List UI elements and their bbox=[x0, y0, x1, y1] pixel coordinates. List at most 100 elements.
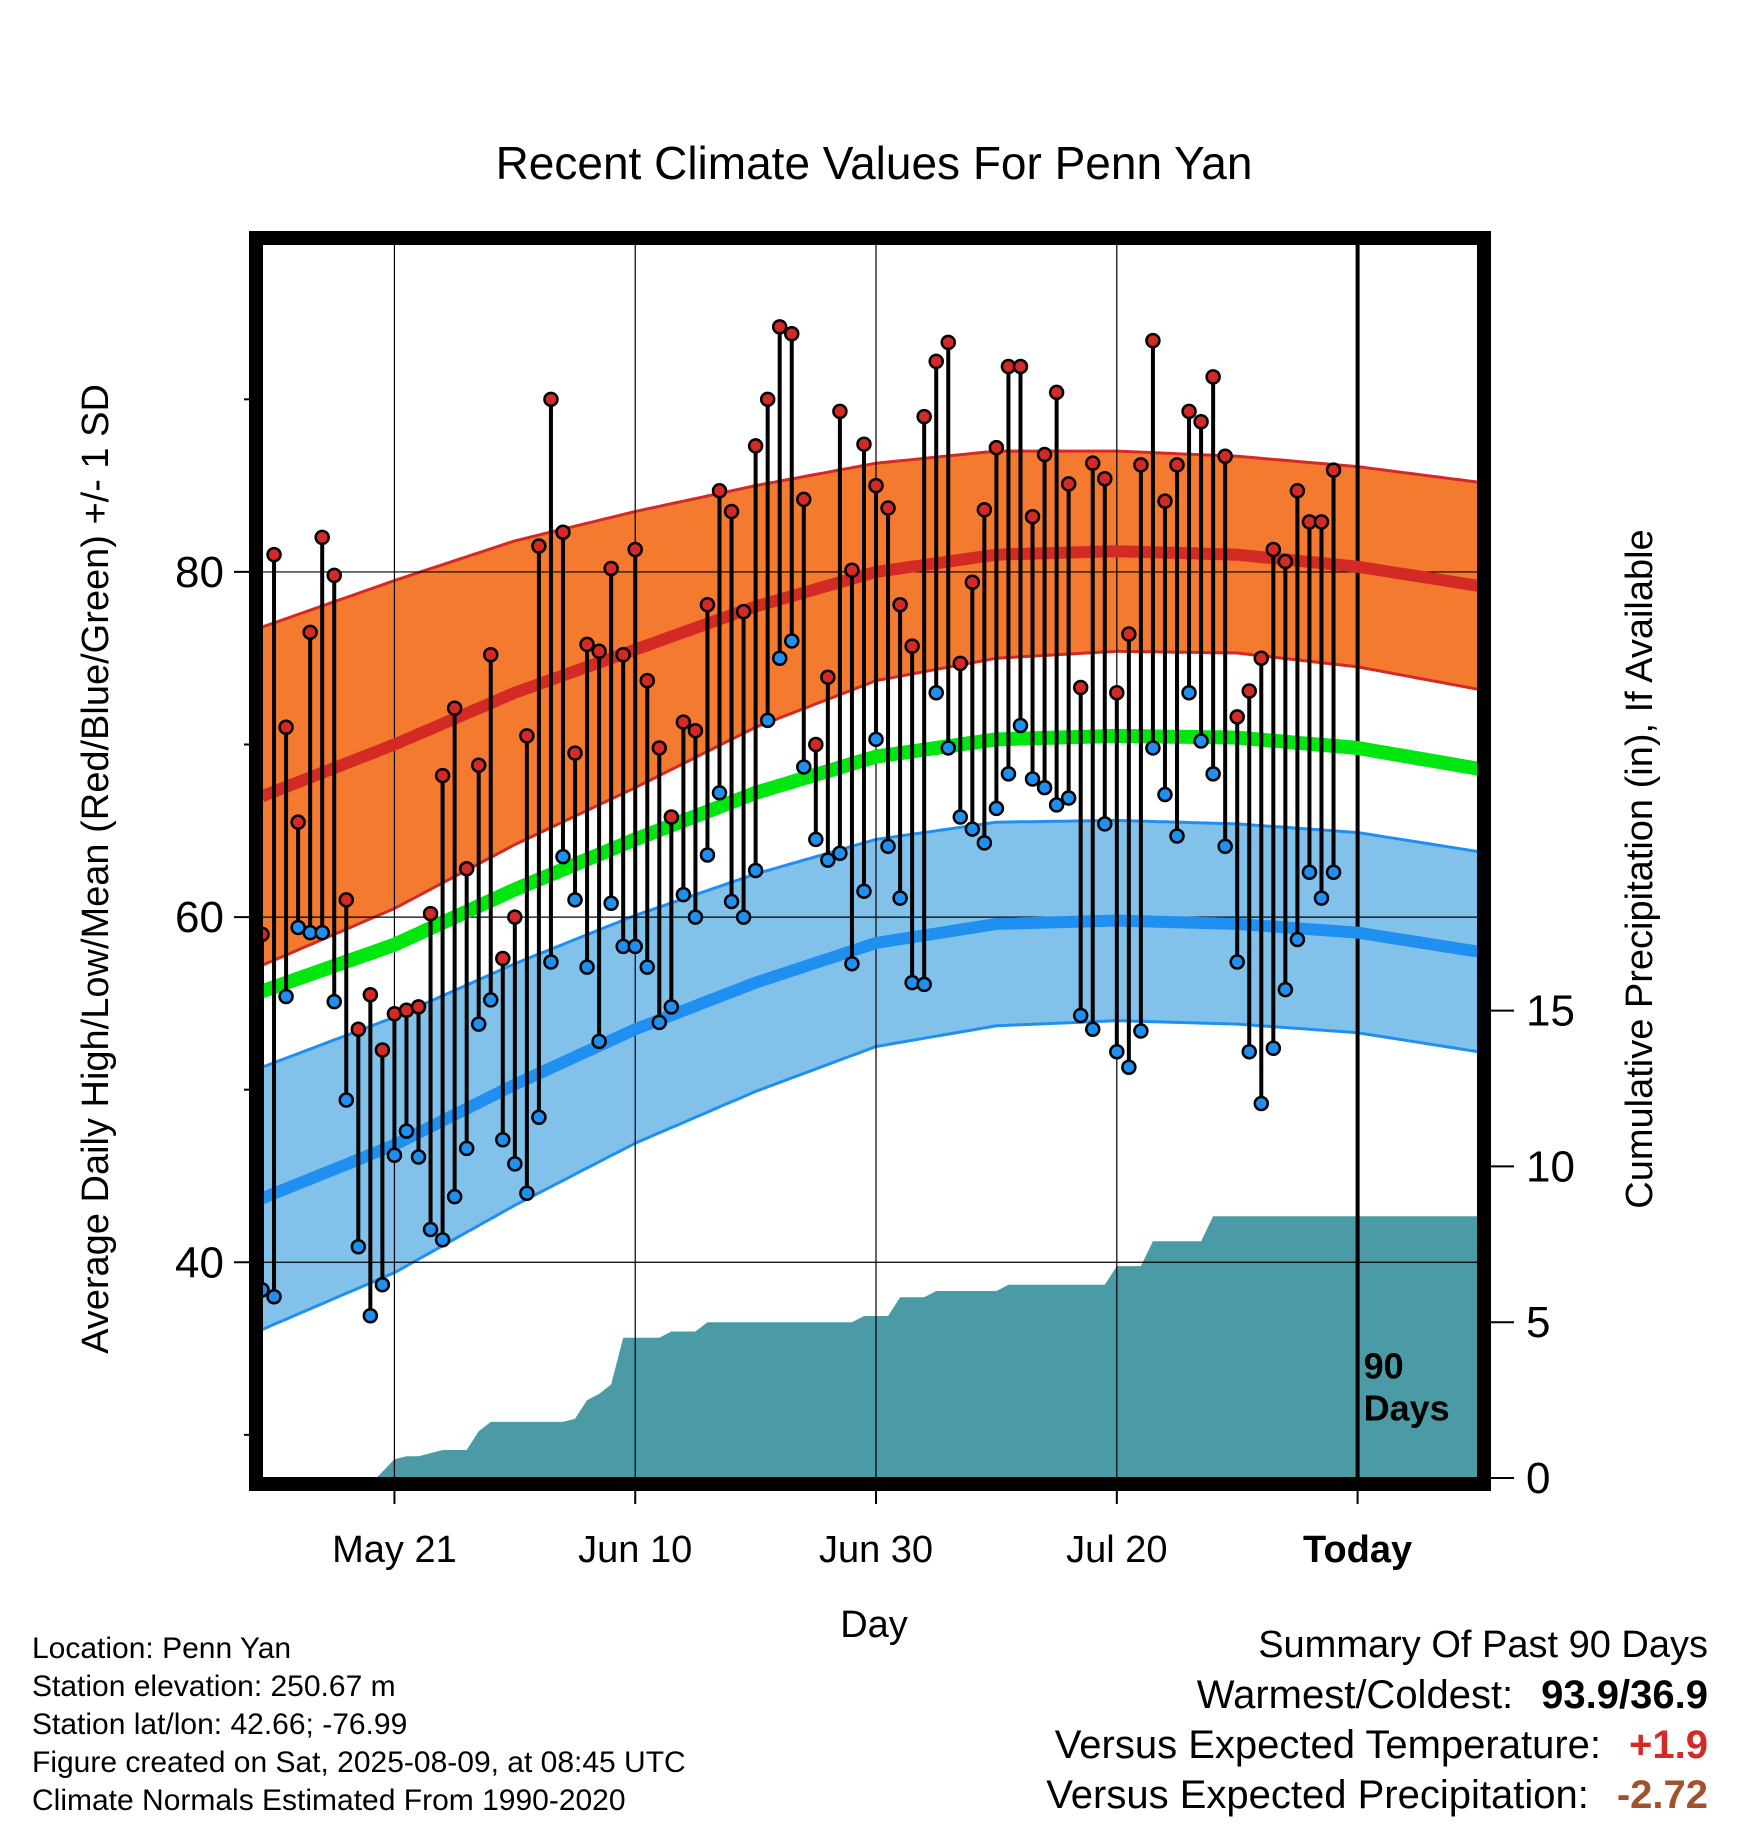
high-point bbox=[1253, 650, 1270, 666]
high-point bbox=[675, 714, 692, 730]
y2-tick-label: 5 bbox=[1526, 1298, 1550, 1347]
high-point bbox=[338, 892, 355, 908]
low-point bbox=[1145, 740, 1161, 756]
y-tick-label: 40 bbox=[175, 1238, 224, 1287]
high-point bbox=[543, 391, 559, 408]
high-point bbox=[1012, 358, 1029, 375]
high-point bbox=[434, 767, 451, 784]
high-point bbox=[266, 546, 282, 563]
low-point bbox=[759, 712, 776, 729]
low-point bbox=[940, 740, 957, 756]
low-point bbox=[952, 809, 969, 825]
high-point bbox=[290, 814, 306, 830]
low-point bbox=[1024, 771, 1041, 787]
low-point bbox=[687, 909, 704, 925]
high-point bbox=[350, 1021, 367, 1038]
low-point bbox=[675, 886, 692, 903]
low-point bbox=[639, 959, 656, 975]
high-point bbox=[892, 596, 908, 613]
high-point bbox=[1133, 457, 1149, 473]
high-point bbox=[302, 624, 318, 641]
low-point bbox=[1265, 1040, 1282, 1057]
high-point bbox=[615, 647, 631, 663]
high-point bbox=[507, 909, 523, 925]
normals-text: Climate Normals Estimated From 1990-2020 bbox=[32, 1784, 626, 1817]
high-point bbox=[458, 861, 475, 877]
low-point bbox=[458, 1140, 475, 1157]
low-point bbox=[916, 976, 932, 993]
temp-anomaly-row: Versus Expected Temperature: +1.9 bbox=[1046, 1720, 1708, 1770]
high-point bbox=[952, 655, 969, 672]
x-axis-label: Day bbox=[840, 1604, 908, 1646]
y2-tick-label: 15 bbox=[1526, 987, 1575, 1036]
low-point bbox=[314, 924, 330, 941]
high-point bbox=[374, 1042, 391, 1058]
high-point bbox=[796, 491, 812, 508]
low-point bbox=[567, 892, 583, 908]
high-point bbox=[531, 538, 547, 554]
high-point bbox=[1277, 553, 1294, 570]
low-point bbox=[1084, 1021, 1101, 1038]
high-point bbox=[410, 999, 427, 1015]
low-point bbox=[1012, 717, 1029, 734]
latlon-text: Station lat/lon: 42.66; -76.99 bbox=[32, 1708, 408, 1741]
low-point bbox=[591, 1033, 607, 1050]
low-point bbox=[832, 845, 848, 861]
low-point bbox=[1097, 816, 1113, 832]
high-point bbox=[579, 636, 595, 653]
plot-area: 90 Days bbox=[262, 244, 1478, 1478]
high-point bbox=[1169, 457, 1185, 473]
low-point bbox=[844, 955, 860, 972]
high-point bbox=[567, 745, 583, 761]
y-axis-label: Average Daily High/Low/Mean (Red/Blue/Gr… bbox=[75, 384, 117, 1354]
low-point bbox=[338, 1092, 355, 1108]
temp-anomaly-value: +1.9 bbox=[1629, 1723, 1708, 1767]
low-point bbox=[326, 993, 342, 1010]
high-point bbox=[1241, 683, 1257, 699]
high-point bbox=[278, 719, 294, 735]
low-point bbox=[1048, 797, 1065, 813]
low-point bbox=[1241, 1043, 1257, 1060]
low-point bbox=[386, 1147, 403, 1164]
low-point bbox=[868, 731, 884, 748]
high-point bbox=[747, 438, 764, 454]
y2-tick-label: 0 bbox=[1526, 1454, 1550, 1503]
low-point bbox=[711, 785, 728, 801]
low-point bbox=[543, 954, 559, 970]
high-point bbox=[1325, 462, 1342, 478]
low-point bbox=[735, 909, 752, 925]
high-point bbox=[422, 905, 439, 922]
high-point bbox=[639, 672, 656, 689]
high-point bbox=[1217, 448, 1233, 465]
low-point bbox=[1109, 1043, 1125, 1060]
high-point bbox=[699, 596, 716, 613]
plot-frame bbox=[249, 231, 1491, 1491]
low-point bbox=[398, 1123, 415, 1139]
x-tick-label: Jun 30 bbox=[819, 1529, 933, 1571]
high-point bbox=[687, 722, 704, 739]
low-point bbox=[350, 1238, 367, 1255]
low-point bbox=[723, 893, 740, 910]
low-sd-band bbox=[262, 820, 1478, 1330]
low-point bbox=[796, 759, 812, 775]
high-point bbox=[759, 391, 776, 408]
low-point bbox=[1157, 786, 1173, 803]
low-point bbox=[579, 959, 595, 975]
low-point bbox=[988, 800, 1005, 817]
high-point bbox=[262, 926, 270, 943]
low-point bbox=[880, 838, 896, 855]
low-point bbox=[1229, 954, 1245, 970]
precip-anomaly-value: -2.72 bbox=[1616, 1773, 1708, 1817]
high-point bbox=[711, 483, 728, 499]
x-tick-label: May 21 bbox=[332, 1529, 457, 1571]
elevation-text: Station elevation: 250.67 m bbox=[32, 1670, 396, 1703]
x-tick-label: Jun 10 bbox=[578, 1529, 692, 1571]
high-point bbox=[1229, 709, 1245, 725]
high-point bbox=[988, 439, 1005, 456]
low-point bbox=[771, 650, 788, 666]
high-point bbox=[1072, 679, 1089, 696]
low-point bbox=[820, 852, 836, 868]
x-tick-label: Today bbox=[1303, 1529, 1412, 1571]
low-point bbox=[1289, 931, 1306, 948]
warmest-coldest-label: Warmest/Coldest: bbox=[1196, 1673, 1514, 1717]
